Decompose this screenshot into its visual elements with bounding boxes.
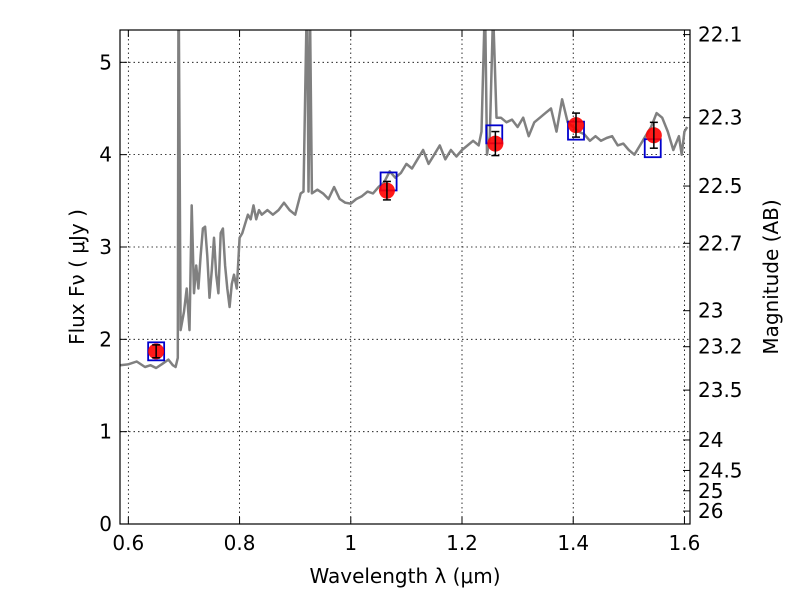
y-tick-label: 3 <box>99 235 112 259</box>
x-tick-label: 1 <box>344 531 357 555</box>
model-photometry-layer <box>147 120 662 362</box>
right-tick-label: 22.7 <box>698 231 743 255</box>
model-spectrum-line <box>120 30 689 370</box>
right-tick-label: 22.1 <box>698 23 743 47</box>
right-tick-label: 22.5 <box>698 174 743 198</box>
y-tick-label: 0 <box>99 512 112 536</box>
right-tick-label: 23.5 <box>698 378 743 402</box>
x-axis-title: Wavelength λ (μm) <box>309 564 500 588</box>
right-tick-label: 24.5 <box>698 458 743 482</box>
y-tick-label: 5 <box>99 50 112 74</box>
observed-photometry-layer <box>148 112 662 360</box>
tick-labels: 0.6 0.8 1 1.2 1.4 1.601234522.122.322.522.723… <box>99 23 742 555</box>
plot-frame <box>119 29 691 525</box>
right-tick-label: 23 <box>698 299 723 323</box>
x-tick-label: 1.2 <box>446 531 478 555</box>
right-axis-title: Magnitude (AB) <box>759 199 783 354</box>
x-tick-label: 0.6 <box>112 531 144 555</box>
right-tick-label: 22.3 <box>698 106 743 130</box>
y-tick-label: 4 <box>99 143 112 167</box>
x-tick-label: 0.8 <box>224 531 256 555</box>
right-tick-label: 24 <box>698 428 723 452</box>
tick-marks <box>120 30 690 525</box>
y-axis-title: Flux Fν ( μJy ) <box>65 209 89 345</box>
right-tick-label: 26 <box>698 499 723 523</box>
x-tick-label: 1.6 <box>669 531 701 555</box>
right-tick-label: 25 <box>698 479 723 503</box>
y-tick-label: 1 <box>99 420 112 444</box>
y-tick-label: 2 <box>99 327 112 351</box>
grid-lines <box>120 30 690 525</box>
right-tick-label: 23.2 <box>698 335 743 359</box>
x-tick-label: 1.4 <box>557 531 589 555</box>
model-spectrum-layer <box>120 30 689 370</box>
